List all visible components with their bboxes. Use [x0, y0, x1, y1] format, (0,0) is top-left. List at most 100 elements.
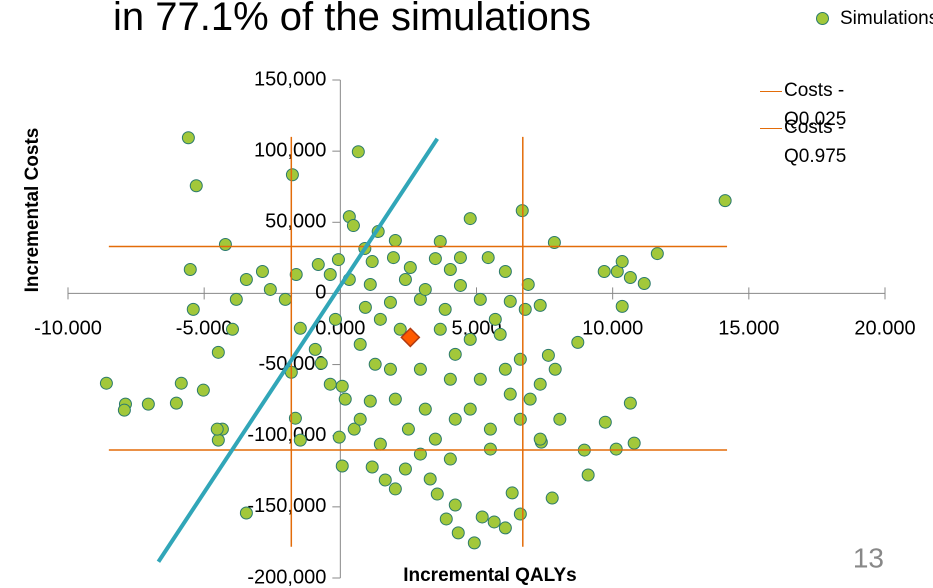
point: [453, 251, 467, 265]
point: [488, 312, 502, 326]
x-tick-label: 5.000: [451, 318, 501, 340]
point: [373, 312, 387, 326]
point: [332, 430, 346, 444]
x-tick-label: 20.000: [854, 318, 915, 340]
point: [403, 261, 417, 275]
mean-marker: [400, 327, 421, 348]
point: [433, 322, 447, 336]
point: [637, 276, 651, 290]
point: [541, 348, 555, 362]
point: [210, 422, 224, 436]
point: [439, 512, 453, 526]
point: [433, 234, 447, 248]
x-axis-title: Incremental QALYs: [403, 565, 577, 586]
point: [553, 412, 567, 426]
point: [358, 300, 372, 314]
point: [615, 299, 629, 313]
point: [473, 292, 487, 306]
point: [418, 282, 432, 296]
point: [597, 265, 611, 279]
point: [293, 321, 307, 335]
point: [473, 372, 487, 386]
point: [503, 294, 517, 308]
point: [183, 263, 197, 277]
point: [353, 412, 367, 426]
point: [386, 251, 400, 265]
line: [156, 137, 439, 563]
y-tick-label: 50,000: [265, 211, 326, 233]
legend-marker: [816, 12, 829, 25]
point: [413, 362, 427, 376]
point: [623, 396, 637, 410]
point: [498, 265, 512, 279]
point: [451, 526, 465, 540]
point: [498, 521, 512, 535]
point: [314, 356, 328, 370]
x-tick-label: 15.000: [718, 318, 779, 340]
point: [186, 302, 200, 316]
point: [99, 376, 113, 390]
slide-title: in 77.1% of the simulations: [113, 0, 591, 39]
y-axis-title: Incremental Costs: [22, 128, 43, 293]
point: [335, 459, 349, 473]
y-tick-label: -50,000: [258, 353, 326, 375]
point: [363, 277, 377, 291]
point: [463, 402, 477, 416]
point: [581, 468, 595, 482]
point: [378, 473, 392, 487]
point: [363, 394, 377, 408]
point: [487, 515, 501, 529]
point: [373, 437, 387, 451]
point: [353, 337, 367, 351]
point: [239, 272, 253, 286]
point: [430, 487, 444, 501]
point: [211, 433, 225, 447]
point: [448, 498, 462, 512]
point: [627, 436, 641, 450]
point: [388, 233, 402, 247]
point: [533, 432, 547, 446]
point: [388, 482, 402, 496]
point: [365, 460, 379, 474]
point: [453, 278, 467, 292]
point: [545, 491, 559, 505]
point: [218, 237, 232, 251]
point: [196, 383, 210, 397]
point: [323, 268, 337, 282]
point: [401, 422, 415, 436]
point: [255, 265, 269, 279]
point: [523, 392, 537, 406]
point: [169, 396, 183, 410]
point: [239, 506, 253, 520]
point: [117, 403, 131, 417]
point: [368, 357, 382, 371]
x-tick-label: -5.000: [176, 318, 233, 340]
point: [533, 298, 547, 312]
point: [493, 327, 507, 341]
point: [463, 332, 477, 346]
point: [347, 422, 361, 436]
point: [331, 253, 345, 267]
point: [475, 510, 489, 524]
point: [718, 194, 732, 208]
point: [521, 277, 535, 291]
point: [481, 251, 495, 265]
point: [383, 362, 397, 376]
point: [398, 272, 412, 286]
point: [448, 347, 462, 361]
point: [278, 292, 292, 306]
point: [393, 322, 407, 336]
point: [483, 442, 497, 456]
point: [346, 219, 360, 233]
point: [423, 472, 437, 486]
legend-label: Costs - Q0.025: [784, 80, 847, 130]
point: [513, 352, 527, 366]
point: [513, 412, 527, 426]
point: [443, 452, 457, 466]
point: [289, 268, 303, 282]
point: [383, 295, 397, 309]
point: [308, 342, 322, 356]
point: [650, 247, 664, 261]
